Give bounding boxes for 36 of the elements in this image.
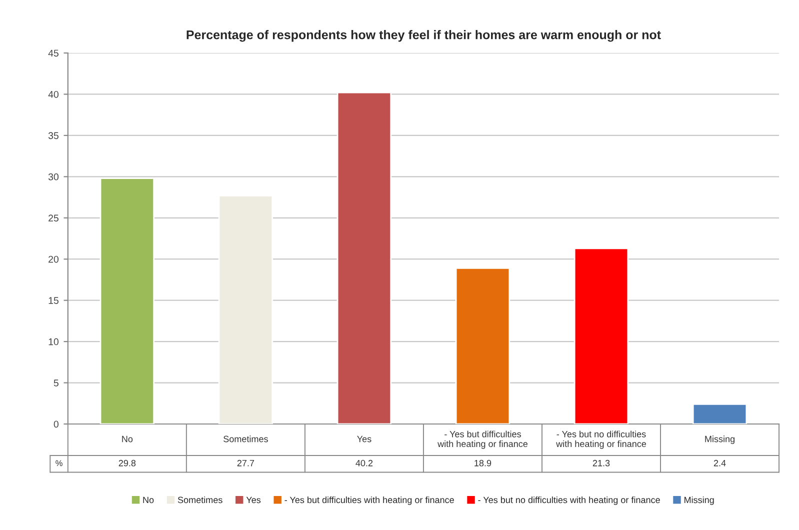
category-label: - Yes but difficulties with heating or finance — [284, 496, 454, 505]
y-tick-label: 30 — [48, 173, 59, 180]
bar — [336, 92, 392, 424]
bar — [100, 178, 155, 424]
y-tick-label: 35 — [48, 132, 58, 140]
bar — [455, 267, 510, 424]
chart-title: Percentage of respondents how they feel if their homes are warm enough or not — [186, 30, 661, 42]
y-tick-label: 25 — [48, 214, 58, 222]
data-label: 29.8 — [118, 460, 136, 466]
bar — [574, 248, 629, 424]
bar — [218, 194, 274, 424]
y-tick-label: 45 — [48, 50, 58, 57]
y-tick-label: 20 — [48, 256, 59, 263]
x-tick-label: - Yes but no difficulties with heating or finance — [556, 430, 646, 449]
category-label: Yes — [246, 496, 261, 504]
y-tick-label: 0 — [54, 420, 59, 428]
data-label: 27.7 — [237, 460, 254, 466]
data-label: 2.4 — [714, 460, 726, 466]
category-label: - Yes but no difficulties with heating or finance — [478, 496, 660, 505]
y-tick-label: 10 — [48, 338, 59, 346]
y-tick-label: 5 — [54, 380, 58, 386]
category-label: Missing — [684, 496, 714, 505]
x-tick-label: Sometimes — [224, 436, 268, 442]
x-tick-label: Missing — [705, 436, 734, 444]
x-tick-label: Yes — [357, 436, 372, 442]
data-label: 21.3 — [592, 460, 610, 466]
category-label: No — [143, 496, 154, 504]
data-label: 40.2 — [356, 460, 373, 466]
text: % — [56, 460, 62, 466]
x-tick-label: - Yes but difficulties with heating or finance — [438, 430, 528, 449]
x-tick-label: No — [122, 436, 133, 442]
bar — [692, 404, 748, 424]
y-tick-label: 15 — [48, 297, 58, 304]
category-label: Sometimes — [178, 496, 222, 504]
data-label: 18.9 — [474, 460, 492, 466]
y-tick-label: 40 — [48, 90, 59, 98]
